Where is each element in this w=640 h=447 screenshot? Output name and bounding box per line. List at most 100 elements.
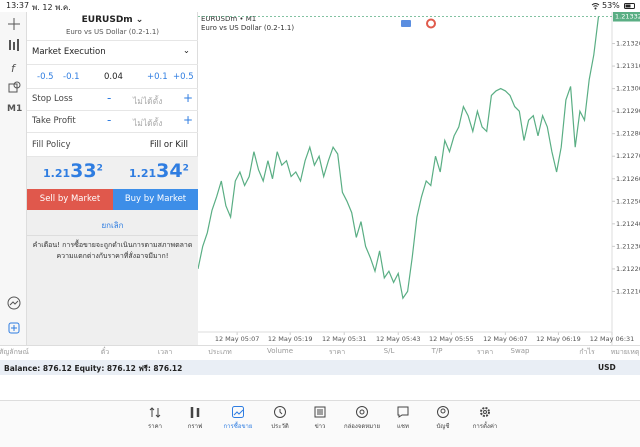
divider	[0, 345, 640, 346]
x-tick-label: 12 May 05:43	[376, 335, 421, 343]
ask-point: 2	[182, 163, 189, 174]
tab-icon	[149, 407, 161, 418]
y-tick-label: 1.21320	[616, 40, 640, 48]
chart-icon[interactable]	[426, 18, 436, 29]
y-tick-label: 1.21310	[616, 62, 640, 70]
take-profit-plus[interactable]: +	[183, 113, 194, 127]
last-price-box	[613, 12, 640, 22]
toolbar-icons[interactable]: f	[6, 16, 22, 136]
take-profit-minus[interactable]: -	[107, 113, 112, 127]
column-header[interactable]: S/L	[383, 347, 395, 355]
column-header[interactable]: หมายเหตุ	[610, 348, 640, 356]
chart-title: EURUSDm • M1	[201, 15, 256, 23]
account-row	[0, 360, 640, 375]
tab-icon	[190, 407, 200, 418]
volume-step[interactable]: -0.5	[37, 72, 54, 82]
column-header[interactable]: Volume	[266, 347, 294, 355]
cancel-button[interactable]: ยกเลิก	[101, 221, 124, 230]
tab[interactable]: กล่องจดหมาย	[342, 405, 382, 431]
x-tick-label: 12 May 06:07	[483, 335, 528, 343]
timeframe[interactable]: M1	[7, 104, 23, 114]
tab[interactable]: ประวัติ	[260, 405, 300, 431]
tab-label: แชท	[397, 423, 409, 430]
stop-loss-row: Stop Loss - ไม่ได้ตั้ง +	[27, 89, 198, 111]
volume[interactable]: 0.04	[104, 72, 123, 82]
column-header[interactable]: T/P	[431, 347, 443, 355]
column-header[interactable]: ประเภท	[208, 348, 232, 356]
x-tick-label: 12 May 05:31	[322, 335, 367, 343]
tab-icon	[480, 407, 490, 417]
column-header[interactable]: ราคา	[476, 348, 494, 356]
y-tick-label: 1.21280	[616, 130, 640, 138]
symbol[interactable]: EURUSDm ⌄	[81, 15, 144, 25]
chart-icon[interactable]	[401, 20, 411, 27]
y-tick-label: 1.21220	[616, 265, 640, 273]
tab-label: ราคา	[148, 423, 162, 430]
symbol-description: Euro vs US Dollar (0.2-1.1)	[65, 28, 160, 36]
volume-step[interactable]: -0.1	[63, 72, 80, 82]
take-profit-label: Take Profit	[32, 116, 76, 126]
tab[interactable]: ข่าว	[300, 405, 340, 431]
warning-line: ความแตกต่างกับราคาที่สั่งอาจมีมาก!	[56, 252, 169, 260]
tab[interactable]: การซื้อขาย	[218, 405, 258, 431]
stop-loss-label: Stop Loss	[32, 94, 73, 104]
y-tick-label: 1.21260	[616, 175, 640, 183]
tab-label: ประวัติ	[271, 423, 289, 430]
ask-price: 1.21342	[129, 160, 189, 182]
battery-level: 53%	[602, 1, 620, 10]
fill-policy-row[interactable]: Fill Policy Fill or Kill	[27, 133, 198, 157]
volume-step[interactable]: +0.5	[173, 72, 194, 82]
bid-pips: 33	[70, 160, 97, 182]
column-header[interactable]: เวลา	[157, 348, 173, 356]
battery-icon	[624, 3, 635, 9]
clock: 13:37	[6, 1, 30, 10]
stop-loss-value[interactable]: ไม่ได้ตั้ง	[133, 97, 163, 107]
tab[interactable]: บัญชี	[423, 405, 463, 431]
stop-loss-plus[interactable]: +	[183, 91, 194, 105]
x-tick-label: 12 May 05:07	[215, 335, 260, 343]
execution-type: Market Execution	[32, 47, 106, 57]
buy-button[interactable]: Buy by Market	[113, 189, 198, 210]
y-tick-label: 1.21210	[616, 287, 640, 295]
date: พ. 12 พ.ค.	[32, 3, 71, 12]
tab[interactable]: กราฟ	[175, 405, 215, 431]
price-line	[198, 16, 600, 300]
column-header[interactable]: Swap	[510, 347, 530, 355]
y-tick-label: 1.21300	[616, 85, 640, 93]
tab-icon	[397, 406, 409, 418]
execution-row[interactable]: Market Execution ⌄	[27, 40, 198, 65]
take-profit-value[interactable]: ไม่ได้ตั้ง	[133, 119, 163, 129]
warning-line: คำเตือน! การซื้อขายจะถูกดำเนินการตามสภาพ…	[32, 241, 193, 249]
tab[interactable]: แชท	[383, 405, 423, 431]
stop-loss-minus[interactable]: -	[107, 91, 112, 105]
dropdown-icon: ⌄	[182, 46, 190, 56]
column-header[interactable]: กำไร	[579, 348, 595, 356]
column-header[interactable]: สัญลักษณ์	[0, 348, 29, 356]
tab-label: การซื้อขาย	[223, 423, 253, 430]
account-summary: Balance: 876.12 Equity: 876.12 ฟรี: 876.…	[4, 364, 183, 373]
chart-subtitle: Euro vs US Dollar (0.2-1.1)	[201, 24, 294, 32]
tab-label: บัญชี	[436, 423, 450, 430]
y-tick-label: 1.21250	[616, 197, 640, 205]
tab-bar	[0, 400, 640, 447]
tab-icon	[356, 406, 368, 418]
tab[interactable]: การตั้งค่า	[465, 405, 505, 431]
column-header[interactable]: ราคา	[328, 348, 346, 356]
fill-policy-value: Fill or Kill	[149, 140, 188, 150]
sell-button[interactable]: Sell by Market	[27, 189, 113, 210]
column-header[interactable]: ตั๋ว	[100, 348, 110, 356]
chart[interactable]: EURUSDm • M1 Euro vs US Dollar (0.2-1.1)…	[198, 12, 640, 345]
volume-row: -0.5 -0.1 0.04 +0.1 +0.5	[27, 65, 198, 89]
tab[interactable]: ราคา	[135, 405, 175, 431]
volume-step[interactable]: +0.1	[147, 72, 168, 82]
tab-label: การตั้งค่า	[472, 423, 498, 430]
panel-footer	[27, 210, 198, 345]
toolbar	[0, 12, 27, 345]
y-tick-label: 1.21230	[616, 242, 640, 250]
tab-icon	[232, 406, 244, 418]
ask-big: 1.21	[129, 167, 157, 180]
toolbar-bottom-icons[interactable]	[6, 296, 22, 336]
take-profit-row: Take Profit - ไม่ได้ตั้ง +	[27, 111, 198, 133]
